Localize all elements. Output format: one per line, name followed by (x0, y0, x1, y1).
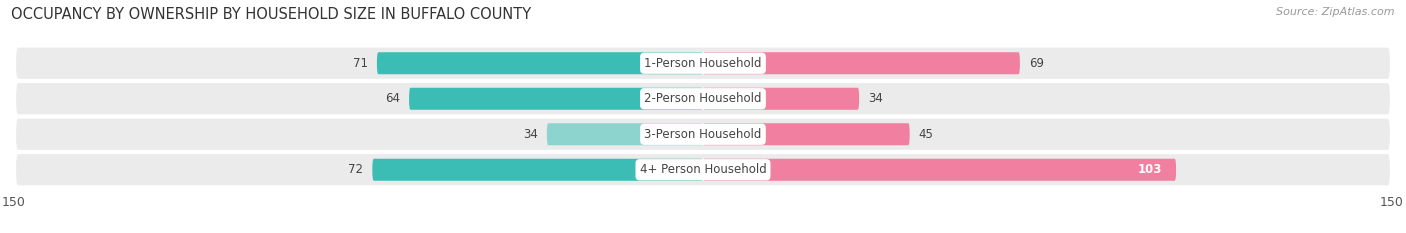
Text: 4+ Person Household: 4+ Person Household (640, 163, 766, 176)
FancyBboxPatch shape (703, 88, 859, 110)
FancyBboxPatch shape (377, 52, 703, 74)
FancyBboxPatch shape (15, 83, 1391, 114)
FancyBboxPatch shape (703, 159, 1175, 181)
Text: 71: 71 (353, 57, 368, 70)
Text: 45: 45 (920, 128, 934, 141)
FancyBboxPatch shape (15, 119, 1391, 150)
Text: 34: 34 (523, 128, 537, 141)
Text: 3-Person Household: 3-Person Household (644, 128, 762, 141)
Text: 72: 72 (349, 163, 363, 176)
FancyBboxPatch shape (703, 52, 1019, 74)
Text: OCCUPANCY BY OWNERSHIP BY HOUSEHOLD SIZE IN BUFFALO COUNTY: OCCUPANCY BY OWNERSHIP BY HOUSEHOLD SIZE… (11, 7, 531, 22)
Text: 1-Person Household: 1-Person Household (644, 57, 762, 70)
Text: 103: 103 (1137, 163, 1163, 176)
Text: 69: 69 (1029, 57, 1045, 70)
FancyBboxPatch shape (409, 88, 703, 110)
FancyBboxPatch shape (15, 154, 1391, 185)
Text: Source: ZipAtlas.com: Source: ZipAtlas.com (1277, 7, 1395, 17)
Text: 34: 34 (869, 92, 883, 105)
FancyBboxPatch shape (15, 48, 1391, 79)
Text: 2-Person Household: 2-Person Household (644, 92, 762, 105)
FancyBboxPatch shape (373, 159, 703, 181)
Text: 64: 64 (385, 92, 399, 105)
FancyBboxPatch shape (703, 123, 910, 145)
FancyBboxPatch shape (547, 123, 703, 145)
